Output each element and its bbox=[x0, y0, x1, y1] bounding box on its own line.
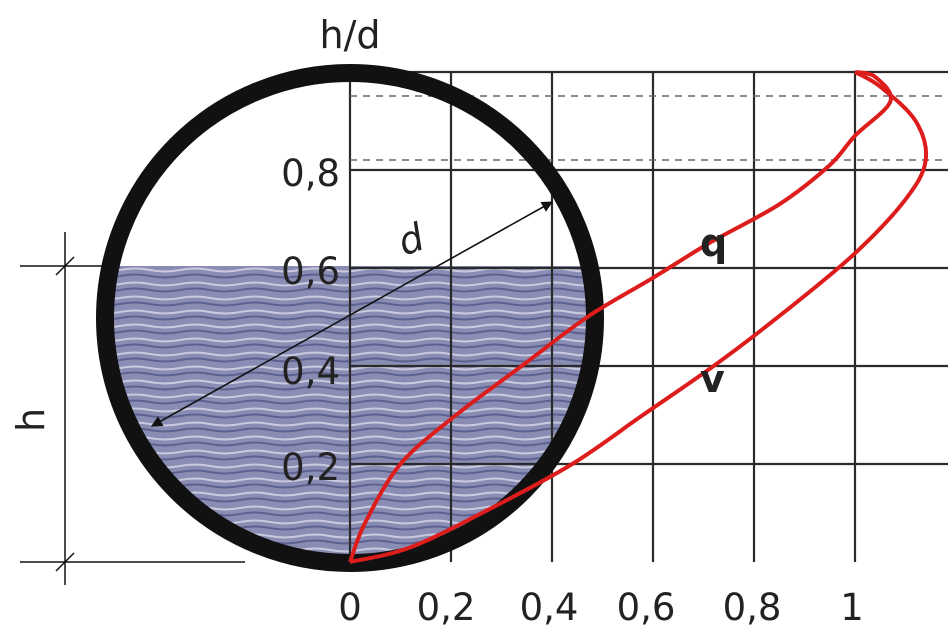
height-label: h bbox=[9, 408, 53, 432]
y-tick-label: 0,4 bbox=[281, 350, 340, 393]
diameter-label: d bbox=[392, 215, 431, 265]
y-tick-labels: 0,2 0,4 0,6 0,8 bbox=[281, 152, 340, 489]
curve-label-q: q bbox=[700, 221, 727, 265]
diameter-arrow bbox=[151, 201, 553, 427]
x-tick-label: 0,4 bbox=[520, 586, 579, 629]
curves bbox=[348, 70, 929, 564]
height-dimension bbox=[20, 232, 245, 585]
x-tick-label: 0,8 bbox=[723, 586, 782, 629]
y-axis-label: h/d bbox=[319, 13, 380, 57]
curve-label-v: v bbox=[700, 357, 725, 401]
curve-q bbox=[348, 70, 893, 563]
y-tick-label: 0,2 bbox=[281, 446, 340, 489]
height-tick-bottom bbox=[55, 552, 75, 572]
x-tick-label: 0,2 bbox=[417, 586, 476, 629]
x-tick-label: 1 bbox=[840, 586, 864, 629]
height-tick-top bbox=[55, 256, 75, 276]
y-tick-label: 0,6 bbox=[281, 250, 340, 293]
x-tick-label: 0 bbox=[338, 586, 362, 629]
y-tick-label: 0,8 bbox=[281, 152, 340, 195]
pipe-wall bbox=[96, 64, 604, 572]
curve-v bbox=[349, 70, 929, 564]
dashed-guides bbox=[350, 95, 948, 161]
x-tick-labels: 0 0,2 0,4 0,6 0,8 1 bbox=[338, 586, 864, 629]
x-tick-label: 0,6 bbox=[617, 586, 676, 629]
